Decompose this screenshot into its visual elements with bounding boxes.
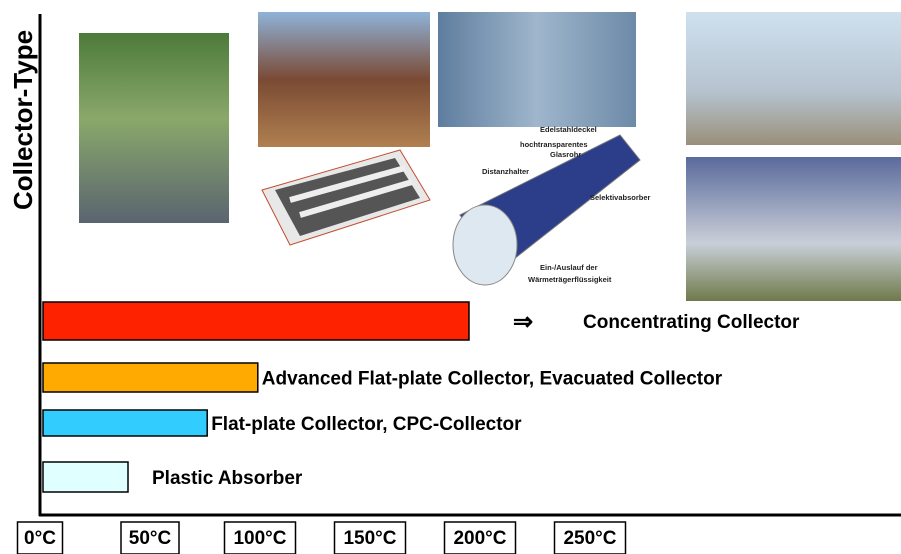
evacuated-tube-diagram — [452, 134, 641, 286]
bar — [42, 301, 470, 341]
diagram-labels: Edelstahldeckel hochtransparentesGlasrohr… — [482, 125, 651, 284]
bar-label: Plastic Absorber — [152, 468, 303, 489]
diagram-label: Distanzhalter — [482, 167, 529, 176]
bar-label: Flat-plate Collector, CPC-Collector — [211, 414, 522, 435]
diagram-label: Glasrohr — [550, 150, 581, 159]
y-axis-label: Collector-Type — [8, 30, 38, 210]
x-tick-box — [553, 521, 627, 554]
bar — [42, 409, 208, 437]
photo — [686, 157, 901, 301]
photo — [79, 33, 229, 223]
arrow: ⇒ — [513, 308, 533, 335]
photo — [438, 12, 636, 127]
diagram-label: Edelstahldeckel — [540, 125, 597, 134]
diagram-label: Wärmeträgerflüssigkeit — [528, 275, 612, 284]
x-tick-box — [120, 521, 180, 554]
x-tick-label: 0°C — [24, 528, 56, 549]
photo — [686, 12, 901, 145]
diagram-label: hochtransparentes — [520, 140, 588, 149]
x-tick-box — [333, 521, 407, 554]
x-tick-label: 100°C — [233, 528, 286, 549]
x-tick-box — [443, 521, 517, 554]
flat-plate-diagram — [261, 149, 431, 246]
bar-label: Concentrating Collector — [583, 312, 800, 333]
x-tick-box — [16, 521, 64, 554]
diagram-label: Ein-/Auslauf der — [540, 263, 598, 272]
x-tick-label: 150°C — [343, 528, 396, 549]
x-tick-label: 250°C — [563, 528, 616, 549]
diagram-label: Selektivabsorber — [590, 193, 651, 202]
x-tick-box — [223, 521, 297, 554]
x-tick-label: 200°C — [453, 528, 506, 549]
x-tick-label: 50°C — [129, 528, 172, 549]
bar-label: Advanced Flat-plate Collector, Evacuated… — [262, 369, 723, 390]
bar — [42, 461, 129, 493]
photo — [258, 12, 430, 147]
bar — [42, 362, 259, 393]
